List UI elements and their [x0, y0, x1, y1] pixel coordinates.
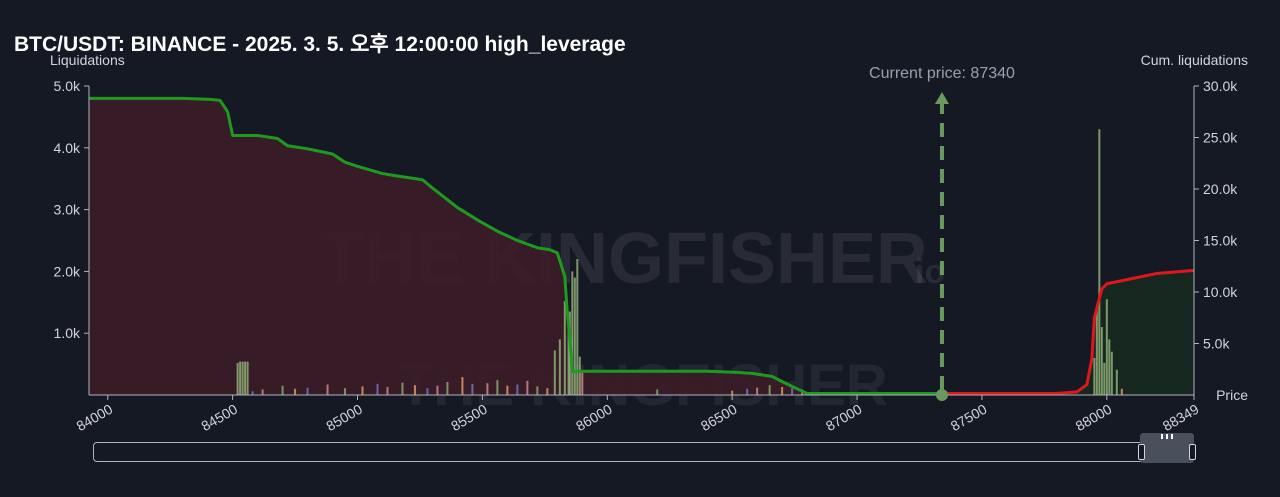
liquidation-bar — [239, 361, 242, 395]
liquidation-bar — [294, 388, 297, 395]
liquidation-bar — [236, 362, 239, 395]
x-tick-label: 84500 — [198, 401, 240, 434]
liquidation-bar — [553, 350, 556, 395]
liquidation-bar — [306, 387, 309, 395]
liquidation-bar — [496, 380, 499, 395]
liquidation-bar — [563, 301, 566, 395]
y-left-tick-label: 1.0k — [54, 325, 81, 341]
liquidation-bar — [1115, 369, 1118, 395]
liquidation-bar — [413, 385, 416, 395]
liquidation-bar — [244, 361, 247, 395]
liquidation-bar — [251, 391, 254, 395]
liquidation-bar — [344, 388, 347, 395]
liquidation-bar — [546, 388, 549, 395]
liquidation-bar — [516, 384, 519, 395]
x-tick-label: 88000 — [1073, 401, 1115, 434]
chart-title: BTC/USDT: BINANCE - 2025. 3. 5. 오후 12:00… — [14, 33, 626, 56]
liquidation-bar — [1110, 351, 1113, 395]
liquidation-bar — [571, 271, 574, 395]
liquidation-bar — [656, 389, 659, 395]
liquidation-bar — [281, 385, 284, 395]
liquidation-bar — [376, 383, 379, 395]
liquidation-bar — [326, 384, 329, 395]
x-tick-label: 85000 — [323, 401, 365, 434]
liquidation-bar — [426, 388, 429, 395]
liquidation-bar — [446, 382, 449, 395]
liquidation-bar — [386, 386, 389, 395]
y-left-tick-label: 4.0k — [54, 140, 81, 156]
long-liquidation-area — [941, 270, 1194, 395]
liquidation-bar — [781, 386, 784, 395]
liquidation-bar — [241, 361, 244, 395]
liquidation-bar — [578, 356, 581, 395]
liquidation-bar — [731, 390, 734, 395]
liquidation-bar — [573, 277, 576, 395]
liquidation-bar — [581, 372, 584, 395]
range-slider-right-handle[interactable] — [1189, 444, 1196, 460]
liquidation-bar — [791, 388, 794, 395]
liquidation-bar — [461, 377, 464, 395]
range-slider-left-handle[interactable] — [1138, 444, 1145, 460]
y-right-tick-label: 25.0k — [1203, 130, 1238, 146]
y-right-tick-label: 10.0k — [1203, 284, 1238, 300]
liquidation-bar — [567, 327, 570, 395]
cum-long-line — [941, 268, 1194, 395]
x-axis-title: Price — [1216, 387, 1248, 403]
y-axis-right-title: Cum. liquidations — [1140, 52, 1248, 68]
current-price-label: Current price: 87340 — [869, 65, 1015, 82]
y-left-tick-label: 5.0k — [54, 78, 81, 94]
y-right-tick-label: 15.0k — [1203, 233, 1238, 249]
cum-short-line — [89, 96, 942, 395]
range-slider-track[interactable] — [93, 442, 1194, 462]
liquidation-bar — [536, 386, 539, 395]
liquidation-bar — [768, 385, 771, 395]
liquidation-bar — [576, 259, 579, 395]
liquidation-bar — [1098, 129, 1101, 395]
liquidation-bar — [1105, 299, 1108, 395]
current-price-arrow-icon — [934, 92, 949, 104]
liquidation-bar — [401, 382, 404, 395]
y-right-tick-label: 20.0k — [1203, 181, 1238, 197]
liquidation-bar — [506, 385, 509, 395]
short-liquidation-area — [89, 98, 942, 395]
liquidation-bar — [1108, 339, 1111, 395]
liquidation-bar — [261, 389, 264, 395]
liquidation-bar — [526, 380, 529, 395]
x-tick-label: 84000 — [74, 401, 116, 434]
liquidation-bar — [486, 383, 489, 395]
liquidation-bar — [746, 388, 749, 395]
range-slider-thumb[interactable] — [1138, 433, 1196, 463]
liquidation-bar — [471, 383, 474, 395]
liquidation-bar — [756, 387, 759, 395]
liquidation-bar — [1120, 388, 1123, 395]
liquidation-bar — [361, 386, 364, 395]
liquidation-bar — [1095, 308, 1098, 395]
liquidation-bar — [436, 385, 439, 395]
x-tick-label: 87500 — [948, 401, 990, 434]
grip-icon — [1161, 434, 1173, 439]
y-right-tick-label: 5.0k — [1203, 336, 1230, 352]
liquidation-bar — [1103, 362, 1106, 395]
liquidation-bar — [246, 361, 249, 395]
x-tick-label: 88349 — [1160, 401, 1202, 434]
liquidation-bar — [1100, 327, 1103, 395]
liquidation-bar — [1093, 357, 1096, 395]
current-price-dot — [935, 389, 948, 401]
liquidation-bar — [558, 339, 561, 395]
y-left-tick-label: 3.0k — [54, 202, 81, 218]
y-left-tick-label: 2.0k — [54, 263, 81, 279]
y-right-tick-label: 30.0k — [1203, 78, 1238, 94]
y-axis-left-title: Liquidations — [50, 52, 125, 68]
